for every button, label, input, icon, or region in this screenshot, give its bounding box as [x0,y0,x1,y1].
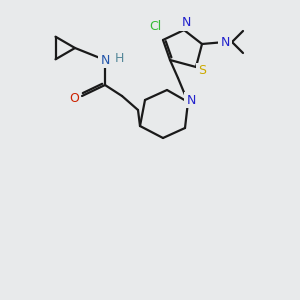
Text: Cl: Cl [149,20,161,34]
Text: N: N [181,16,191,29]
Text: O: O [69,92,79,104]
Text: H: H [114,52,124,64]
Text: N: N [100,53,110,67]
Text: N: N [220,35,230,49]
Text: S: S [198,64,206,77]
Text: N: N [186,94,196,106]
